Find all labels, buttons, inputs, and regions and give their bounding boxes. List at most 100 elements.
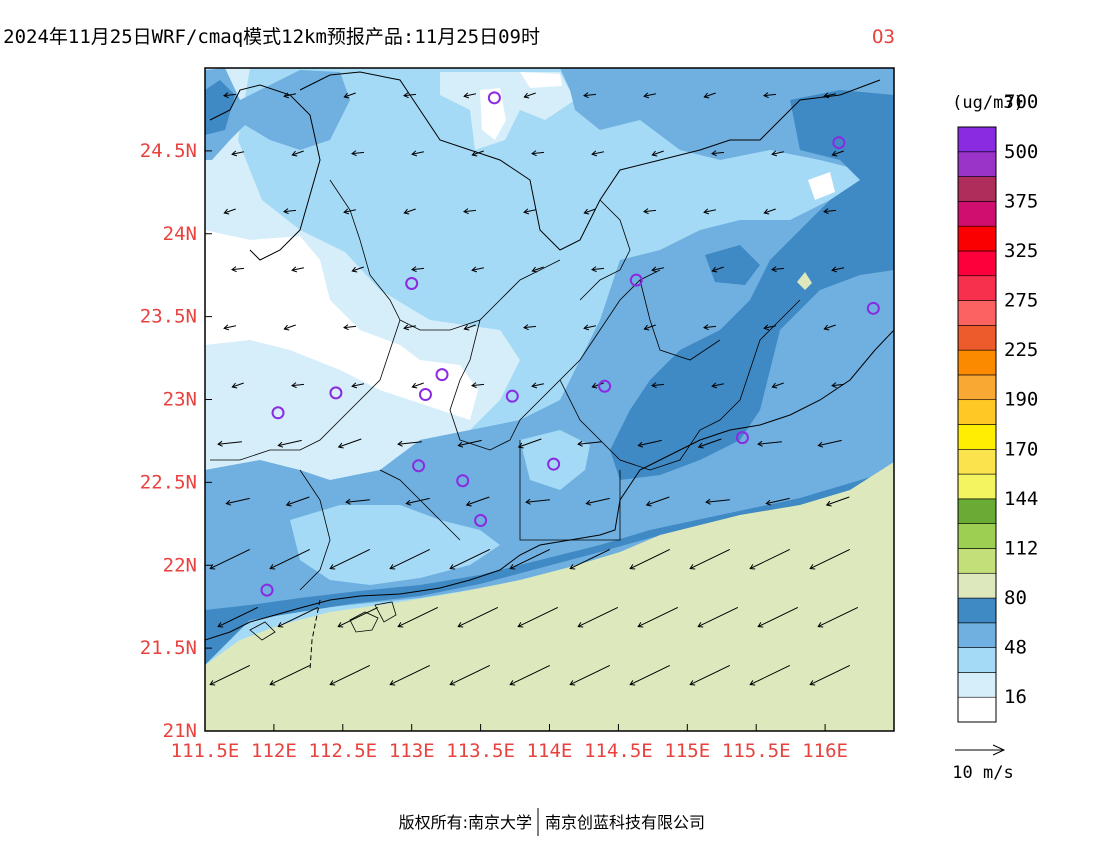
wind-arrowhead bbox=[449, 680, 456, 686]
city-boundary-2 bbox=[210, 319, 401, 461]
wind-arrowhead bbox=[637, 441, 644, 448]
wind-vector-8 bbox=[704, 92, 716, 98]
wind-legend-label: 10 m/s bbox=[952, 763, 1013, 783]
ozone-64-80-patch-north bbox=[705, 245, 760, 285]
colorbar-label: 170 bbox=[1004, 438, 1038, 460]
wind-arrowhead bbox=[389, 680, 396, 686]
province-boundary-dashed bbox=[309, 599, 321, 671]
wind-arrowhead bbox=[517, 622, 524, 628]
wind-arrowhead bbox=[817, 441, 824, 448]
wind-vector-63 bbox=[711, 383, 725, 387]
wind-vector-88 bbox=[209, 548, 251, 570]
wind-vector-59 bbox=[471, 383, 485, 387]
station-marker-7 bbox=[418, 388, 432, 402]
colorbar-label: 375 bbox=[1004, 190, 1038, 212]
wind-arrowhead bbox=[223, 92, 229, 99]
x-tick-label: 115E bbox=[664, 740, 710, 762]
wind-vector-82 bbox=[526, 499, 550, 503]
wind-vector-117 bbox=[629, 664, 671, 686]
ozone-lowest-patch-3 bbox=[520, 72, 562, 88]
wind-arrowhead bbox=[523, 208, 530, 215]
wind-arrowhead bbox=[291, 150, 298, 157]
wind-vector-94 bbox=[569, 548, 611, 570]
wind-arrowhead bbox=[343, 92, 350, 99]
wind-arrowhead bbox=[269, 680, 276, 686]
wind-vector-71 bbox=[518, 438, 542, 448]
wind-vector-109 bbox=[817, 606, 859, 628]
wind-arrowhead bbox=[463, 92, 470, 99]
wind-vector-2 bbox=[344, 92, 356, 98]
wind-arrowhead bbox=[463, 324, 470, 331]
wind-arrowhead bbox=[343, 324, 349, 331]
colorbar-unit: (ug/m3) bbox=[952, 93, 1024, 113]
wind-arrowhead bbox=[517, 442, 524, 449]
colorbar-swatch-2 bbox=[957, 647, 997, 673]
colorbar: 16 48 80 112 144 170 190 225 275 325 375 500 700 bbox=[957, 91, 1038, 723]
colorbar-swatch-13 bbox=[957, 374, 997, 401]
wind-arrowhead bbox=[351, 266, 358, 273]
x-tick-label: 114.5E bbox=[584, 740, 653, 762]
wind-arrowhead bbox=[351, 382, 358, 389]
colorbar-swatch-16 bbox=[957, 300, 997, 326]
station-marker-9 bbox=[598, 379, 612, 393]
wind-arrowhead bbox=[817, 622, 824, 628]
wind-vector-58 bbox=[412, 382, 424, 388]
city-boundary-6 bbox=[379, 469, 461, 541]
colorbar-label: 190 bbox=[1004, 389, 1038, 411]
wind-vector-83 bbox=[586, 497, 610, 505]
wind-vector-45 bbox=[284, 324, 296, 330]
wind-vector-96 bbox=[689, 548, 731, 570]
wind-arrowhead bbox=[583, 324, 590, 331]
wind-arrowhead bbox=[689, 680, 696, 686]
wind-arrowhead bbox=[763, 324, 770, 331]
station-marker-3 bbox=[629, 273, 643, 287]
wind-arrowhead bbox=[749, 564, 756, 570]
colorbar-swatch-0 bbox=[957, 696, 997, 723]
wind-vector-101 bbox=[337, 606, 379, 628]
wind-arrowhead bbox=[771, 266, 777, 273]
wind-vector-95 bbox=[629, 548, 671, 570]
wind-arrowhead bbox=[697, 622, 704, 628]
x-tick-label: 111.5E bbox=[171, 740, 240, 762]
wind-vector-106 bbox=[637, 606, 679, 628]
wind-vector-72 bbox=[578, 441, 602, 445]
wind-vector-49 bbox=[523, 325, 537, 329]
wind-arrowhead bbox=[223, 324, 230, 331]
wind-vector-46 bbox=[343, 325, 357, 329]
wind-arrowhead bbox=[269, 564, 276, 570]
wind-vector-78 bbox=[286, 496, 310, 506]
wind-vector-28 bbox=[584, 208, 596, 214]
species-label: O3 bbox=[872, 26, 895, 48]
colorbar-label: 112 bbox=[1004, 538, 1038, 560]
wind-arrowhead bbox=[643, 324, 650, 331]
wind-arrowhead bbox=[577, 440, 583, 447]
wind-vector-104 bbox=[517, 606, 559, 628]
wind-vector-113 bbox=[389, 664, 431, 686]
wind-vector-79 bbox=[346, 499, 370, 503]
wind-vector-87 bbox=[826, 496, 850, 506]
island-1 bbox=[349, 611, 379, 633]
colorbar-swatch-8 bbox=[957, 498, 997, 524]
colorbar-swatch-7 bbox=[957, 523, 997, 549]
wind-vector-99 bbox=[217, 606, 259, 628]
wind-vector-21 bbox=[832, 150, 844, 156]
y-tick-label: 24.5N bbox=[140, 140, 197, 162]
wind-vector-91 bbox=[389, 548, 431, 570]
colorbar-swatch-14 bbox=[957, 349, 997, 376]
wind-arrowhead bbox=[825, 500, 832, 507]
ozone-light-inlet-south bbox=[290, 505, 500, 585]
wind-vector-86 bbox=[766, 497, 790, 505]
wind-arrowhead bbox=[209, 680, 216, 686]
wind-arrowhead bbox=[583, 208, 590, 215]
station-marker-0 bbox=[487, 91, 501, 105]
wind-vector-108 bbox=[757, 606, 799, 628]
wind-arrowhead bbox=[809, 564, 816, 570]
wind-arrowhead bbox=[711, 266, 718, 273]
wind-arrowhead bbox=[285, 500, 292, 507]
wind-vector-64 bbox=[772, 382, 784, 388]
colorbar-swatch-15 bbox=[957, 325, 997, 351]
wind-vector-65 bbox=[831, 383, 845, 387]
colorbar-label: 144 bbox=[1004, 488, 1038, 510]
wind-arrowhead bbox=[231, 266, 237, 273]
wind-vector-107 bbox=[697, 606, 739, 628]
